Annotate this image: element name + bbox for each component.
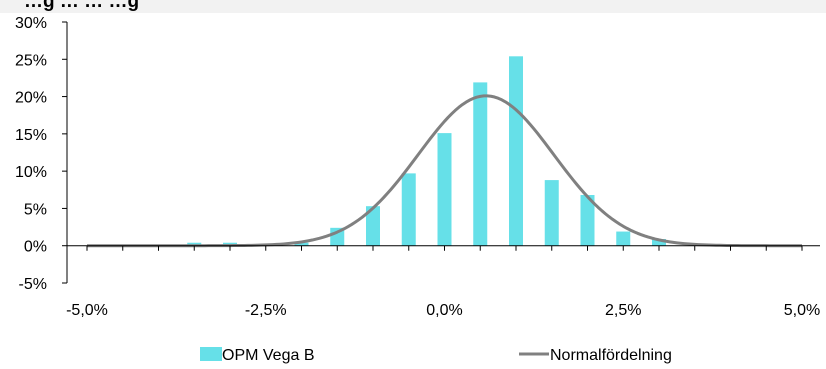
bar bbox=[401, 173, 416, 246]
bar bbox=[473, 82, 488, 246]
chart-title: …g … … …g bbox=[24, 0, 140, 12]
bars-layer bbox=[187, 56, 666, 246]
x-tick-label: 2,5% bbox=[605, 302, 641, 319]
bar bbox=[437, 133, 452, 246]
y-tick-label: 30% bbox=[15, 15, 47, 32]
x-tick-label: -2,5% bbox=[245, 302, 287, 319]
x-tick-label: 5,0% bbox=[784, 302, 820, 319]
legend-layer: OPM Vega B Normalfördelning bbox=[200, 347, 672, 364]
bar bbox=[366, 206, 380, 246]
y-tick-label: 25% bbox=[15, 52, 47, 69]
axes-layer: -5% 0% 5% 10% 15% 20% 25% 30% -5,0% -2,5% 0,0% 2,5%… bbox=[15, 15, 820, 319]
y-tick-label: 20% bbox=[15, 90, 47, 107]
x-tick-label: 0,0% bbox=[426, 302, 462, 319]
bar bbox=[544, 180, 559, 246]
y-tick-label: -5% bbox=[19, 276, 47, 293]
y-tick-label: 10% bbox=[15, 164, 47, 181]
bar bbox=[652, 239, 666, 246]
bar bbox=[294, 242, 309, 246]
y-tick-label: 5% bbox=[24, 201, 47, 218]
y-tick-label: 15% bbox=[15, 127, 47, 144]
y-tick-label: 0% bbox=[24, 239, 47, 256]
title-bar bbox=[0, 0, 826, 13]
x-tick-label: -5,0% bbox=[66, 302, 108, 319]
bar bbox=[509, 56, 523, 246]
legend-label-line: Normalfördelning bbox=[550, 347, 672, 364]
bar bbox=[580, 195, 595, 246]
legend-label-bars: OPM Vega B bbox=[222, 347, 315, 364]
legend-swatch-bars bbox=[200, 347, 222, 361]
bar bbox=[616, 231, 631, 246]
